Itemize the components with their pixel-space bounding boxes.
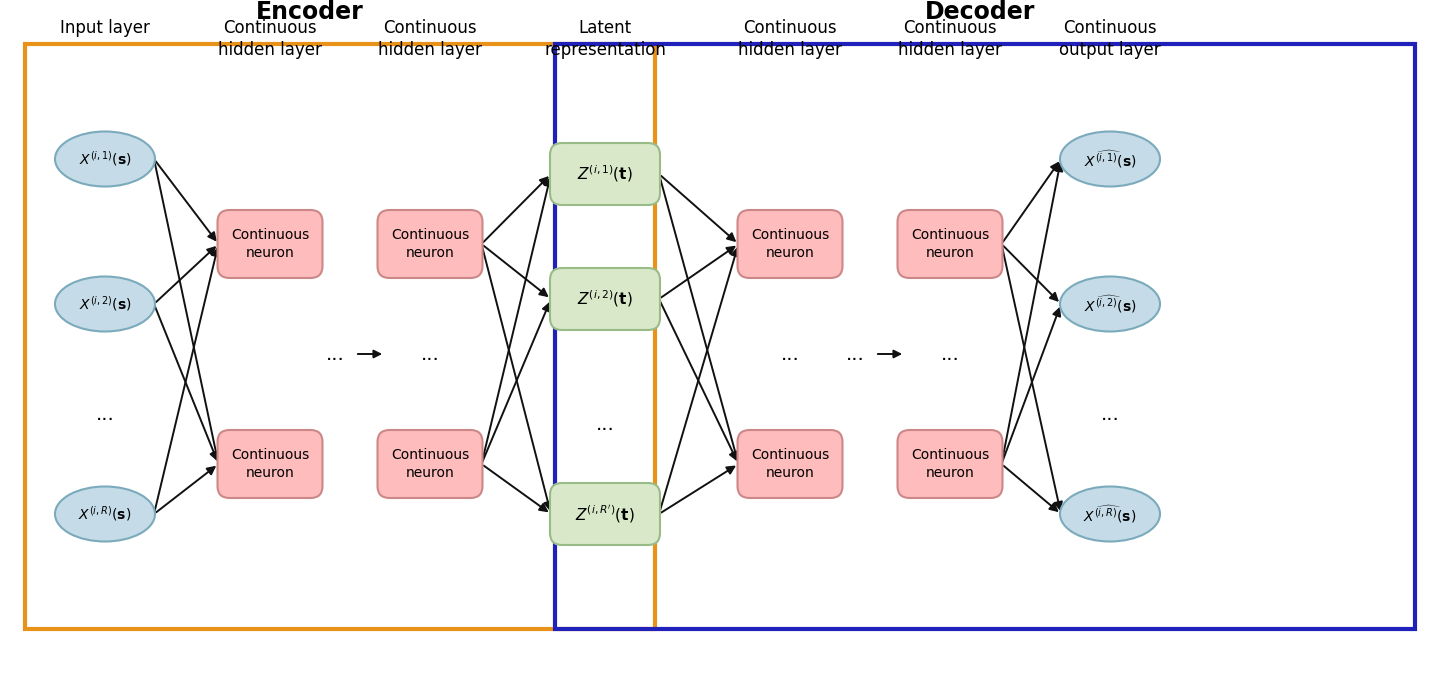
- Ellipse shape: [1060, 487, 1159, 541]
- FancyBboxPatch shape: [737, 210, 842, 278]
- Text: Continuous
hidden layer: Continuous hidden layer: [218, 19, 322, 59]
- FancyBboxPatch shape: [549, 268, 660, 330]
- FancyBboxPatch shape: [218, 430, 323, 498]
- FancyBboxPatch shape: [737, 430, 842, 498]
- Text: ...: ...: [940, 344, 959, 363]
- FancyBboxPatch shape: [897, 210, 1002, 278]
- Text: Encoder: Encoder: [257, 0, 363, 24]
- Text: $X^{(i,1)}(\mathbf{s})$: $X^{(i,1)}(\mathbf{s})$: [79, 150, 131, 168]
- Text: Latent
representation: Latent representation: [544, 19, 666, 59]
- Text: ...: ...: [95, 404, 114, 423]
- Text: Decoder: Decoder: [924, 0, 1035, 24]
- Text: $X^{\widehat{(i,1)}}(\mathbf{s})$: $X^{\widehat{(i,1)}}(\mathbf{s})$: [1083, 148, 1136, 170]
- Text: Input layer: Input layer: [61, 19, 150, 37]
- Text: Continuous
hidden layer: Continuous hidden layer: [898, 19, 1002, 59]
- Text: Continuous
neuron: Continuous neuron: [751, 448, 829, 480]
- Text: ...: ...: [1100, 404, 1119, 423]
- Text: Continuous
neuron: Continuous neuron: [911, 228, 989, 259]
- FancyBboxPatch shape: [378, 430, 483, 498]
- FancyBboxPatch shape: [218, 210, 323, 278]
- FancyBboxPatch shape: [378, 210, 483, 278]
- Text: $Z^{(i,1)}(\mathbf{t})$: $Z^{(i,1)}(\mathbf{t})$: [577, 164, 633, 185]
- Text: Continuous
neuron: Continuous neuron: [911, 448, 989, 480]
- Text: Continuous
output layer: Continuous output layer: [1060, 19, 1161, 59]
- Ellipse shape: [1060, 131, 1159, 187]
- Text: Continuous
neuron: Continuous neuron: [391, 228, 469, 259]
- Text: $X^{(i,2)}(\mathbf{s})$: $X^{(i,2)}(\mathbf{s})$: [79, 295, 131, 313]
- Text: ...: ...: [596, 415, 614, 433]
- FancyBboxPatch shape: [549, 483, 660, 545]
- Text: ...: ...: [421, 344, 440, 363]
- Text: $Z^{(i,R')}(\mathbf{t})$: $Z^{(i,R')}(\mathbf{t})$: [575, 503, 634, 524]
- Text: $X^{\widehat{(i,R)}}(\mathbf{s})$: $X^{\widehat{(i,R)}}(\mathbf{s})$: [1083, 503, 1136, 525]
- Text: Continuous
neuron: Continuous neuron: [751, 228, 829, 259]
- Text: $Z^{(i,2)}(\mathbf{t})$: $Z^{(i,2)}(\mathbf{t})$: [577, 288, 633, 309]
- Text: ...: ...: [326, 344, 345, 363]
- Text: ...: ...: [780, 344, 799, 363]
- Ellipse shape: [55, 131, 154, 187]
- Text: $X^{(i,R)}(\mathbf{s})$: $X^{(i,R)}(\mathbf{s})$: [78, 505, 131, 524]
- Text: $X^{\widehat{(i,2)}}(\mathbf{s})$: $X^{\widehat{(i,2)}}(\mathbf{s})$: [1083, 293, 1136, 315]
- Text: Continuous
hidden layer: Continuous hidden layer: [378, 19, 482, 59]
- Text: ...: ...: [845, 344, 864, 363]
- Text: Continuous
hidden layer: Continuous hidden layer: [738, 19, 842, 59]
- Ellipse shape: [55, 276, 154, 332]
- Ellipse shape: [1060, 276, 1159, 332]
- FancyBboxPatch shape: [549, 143, 660, 205]
- Text: Continuous
neuron: Continuous neuron: [231, 448, 309, 480]
- Text: Continuous
neuron: Continuous neuron: [231, 228, 309, 259]
- FancyBboxPatch shape: [897, 430, 1002, 498]
- Ellipse shape: [55, 487, 154, 541]
- Text: Continuous
neuron: Continuous neuron: [391, 448, 469, 480]
